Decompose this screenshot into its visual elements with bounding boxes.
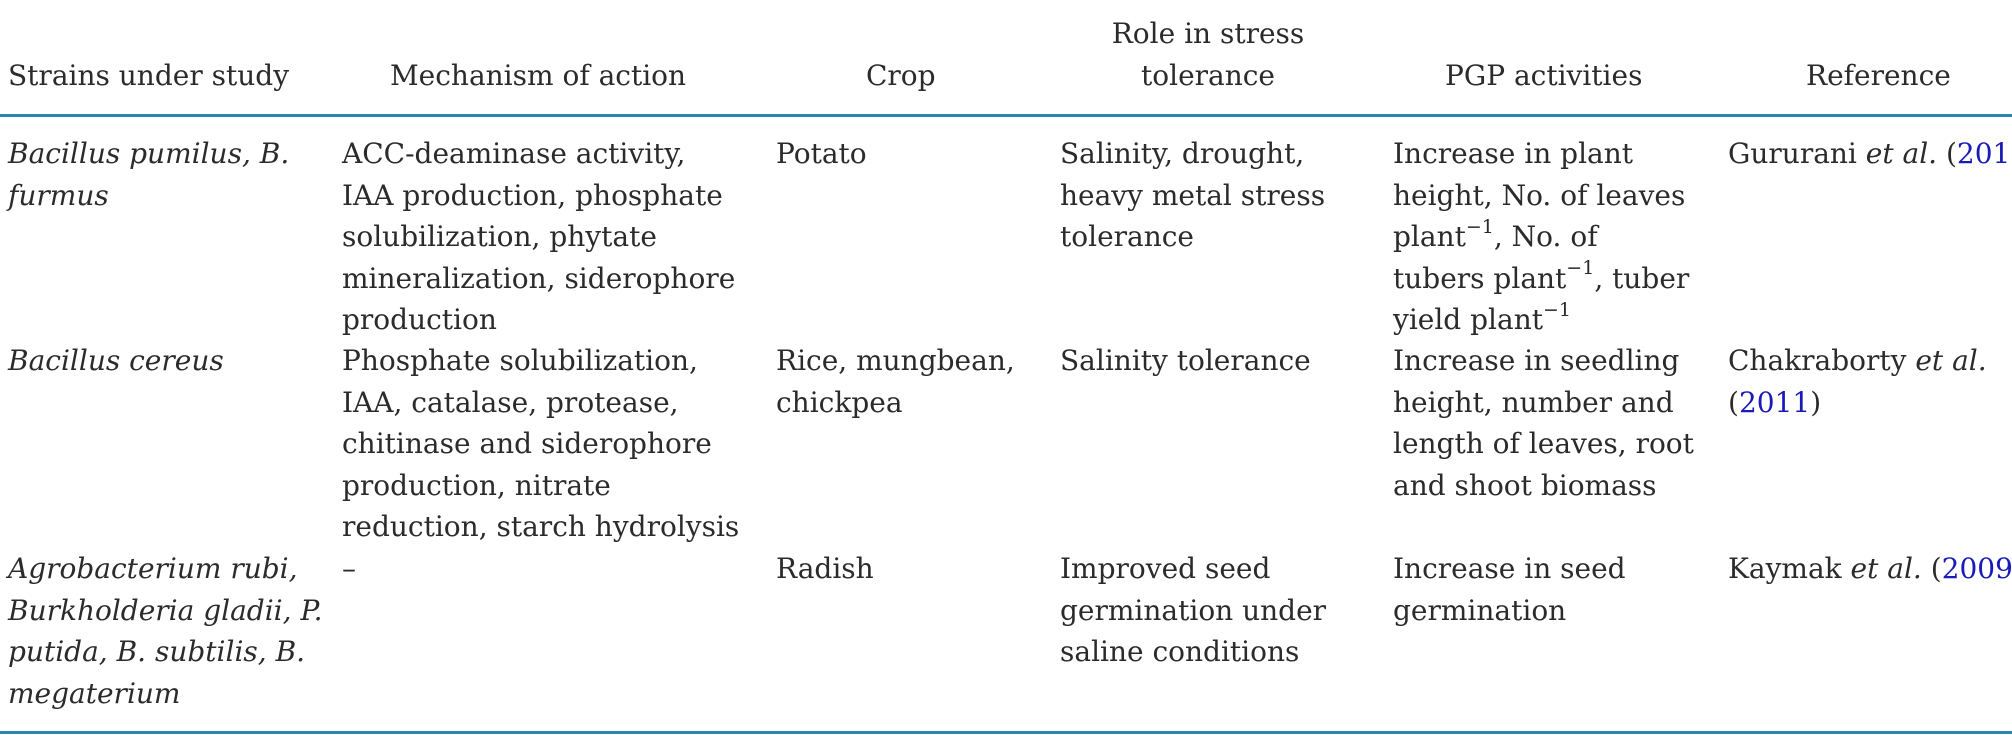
table-row-2-role: Salinity tolerance [1060, 340, 1311, 382]
line: saline conditions [1060, 635, 1300, 668]
header-role-line-2: tolerance [1141, 58, 1275, 92]
table-row-3-reference: Kaymak et al. (2009) [1728, 548, 2012, 590]
line: Burkholderia gladii, P. [8, 593, 323, 627]
line: and shoot biomass [1393, 468, 1657, 502]
line: Bacillus cereus [8, 344, 224, 377]
line: Increase in plant [1393, 137, 1634, 170]
line: Kaymak et al. (2009) [1728, 548, 2012, 590]
line: chickpea [776, 385, 903, 419]
line: yield plant−1 [1393, 299, 1689, 341]
header-rule [0, 114, 2012, 117]
line: length of leaves, root [1393, 427, 1694, 460]
line: production [342, 303, 497, 336]
header-role: Role in stress tolerance [1108, 13, 1308, 96]
line: height, number and [1393, 385, 1674, 419]
line: Improved seed [1060, 552, 1271, 585]
ref-open: ( [1728, 385, 1739, 419]
table-row-1-crop: Potato [776, 133, 867, 175]
line: megaterium [8, 676, 181, 710]
table-row-2-pgp: Increase in seedling height, number and … [1393, 340, 1694, 506]
line: Increase in seedling [1393, 344, 1680, 377]
ref-open: ( [1930, 552, 1942, 585]
table-row-3-mechanism: – [342, 548, 356, 590]
ref-etal: et al. [1865, 137, 1938, 170]
header-mechanism: Mechanism of action [390, 59, 687, 92]
ref-year-link[interactable]: 2011 [1738, 385, 1811, 419]
line: reduction, starch hydrolysis [342, 510, 740, 543]
table-row-3-role: Improved seed germination under saline c… [1060, 548, 1326, 673]
line: ACC-deaminase activity, [342, 137, 686, 170]
ref-etal: et al. [1850, 552, 1922, 585]
ref-year-link[interactable]: 2009 [1941, 552, 2012, 585]
text: , No. of [1493, 220, 1598, 253]
line: (2011) [1728, 382, 1987, 424]
line: mineralization, siderophore [342, 261, 736, 295]
header-pgp: PGP activities [1445, 59, 1643, 92]
table-row-1-pgp: Increase in plant height, No. of leaves … [1393, 133, 1689, 341]
table-row-2-mechanism: Phosphate solubilization, IAA, catalase,… [342, 340, 739, 548]
line: Bacillus pumilus, B. [8, 137, 290, 170]
line: plant−1, No. of [1393, 216, 1689, 258]
line: Phosphate solubilization, [342, 344, 698, 377]
line: furmus [8, 178, 109, 212]
line: IAA, catalase, protease, [342, 385, 679, 419]
table-row-1-role: Salinity, drought, heavy metal stress to… [1060, 133, 1325, 258]
ref-open: ( [1945, 137, 1957, 170]
table-row-3-pgp: Increase in seed germination [1393, 548, 1626, 631]
header-crop: Crop [866, 59, 936, 92]
line: solubilization, phytate [342, 220, 657, 253]
line: Salinity tolerance [1060, 344, 1311, 377]
line: putida, B. subtilis, B. [8, 635, 306, 668]
superscript: −1 [1542, 298, 1571, 321]
text: plant [1393, 220, 1466, 253]
superscript: −1 [1465, 215, 1494, 238]
line: height, No. of leaves [1393, 178, 1686, 212]
header-role-line-1: Role in stress [1111, 17, 1305, 50]
line: tubers plant−1, tuber [1393, 258, 1689, 300]
line: germination under [1060, 593, 1327, 627]
table-row-2-crop: Rice, mungbean, chickpea [776, 340, 1015, 423]
line: – [342, 552, 356, 585]
text: , tuber [1594, 261, 1690, 295]
line: Chakraborty et al. [1728, 340, 1987, 382]
table-row-2-strains: Bacillus cereus [8, 340, 224, 382]
ref-close: ) [1810, 385, 1822, 419]
line: Radish [776, 552, 874, 585]
line: Salinity, drought, [1060, 137, 1305, 170]
table-row-3-strains: Agrobacterium rubi, Burkholderia gladii,… [8, 548, 323, 714]
header-reference: Reference [1806, 59, 1951, 92]
line: Rice, mungbean, [776, 344, 1015, 377]
line: Agrobacterium rubi, [8, 552, 298, 585]
table-row-1-reference: Gururani et al. (2012) [1728, 133, 2012, 175]
line: chitinase and siderophore [342, 427, 712, 460]
bottom-rule [0, 731, 2012, 734]
text: tubers plant [1393, 261, 1567, 295]
table-row-3-crop: Radish [776, 548, 874, 590]
header-strains: Strains under study [8, 59, 290, 92]
text: yield plant [1393, 303, 1543, 336]
line: germination [1393, 593, 1567, 627]
superscript: −1 [1566, 257, 1595, 280]
line: heavy metal stress [1060, 178, 1326, 212]
line: Potato [776, 137, 867, 170]
table-row-1-strains: Bacillus pumilus, B. furmus [8, 133, 289, 216]
line: Gururani et al. (2012) [1728, 133, 2012, 175]
table-row-1-mechanism: ACC-deaminase activity, IAA production, … [342, 133, 735, 341]
ref-author: Kaymak [1728, 552, 1842, 585]
ref-etal: et al. [1915, 344, 1987, 377]
ref-author: Gururani [1728, 137, 1857, 170]
table-row-2-reference: Chakraborty et al. (2011) [1728, 340, 1987, 423]
line: production, nitrate [342, 468, 611, 502]
ref-author: Chakraborty [1728, 344, 1907, 377]
line: tolerance [1060, 220, 1194, 253]
line: IAA production, phosphate [342, 178, 723, 212]
ref-year-link[interactable]: 2012 [1956, 137, 2012, 170]
line: Increase in seed [1393, 552, 1626, 585]
